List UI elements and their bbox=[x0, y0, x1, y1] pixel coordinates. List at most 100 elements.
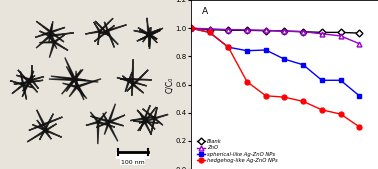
Polygon shape bbox=[96, 122, 108, 127]
spherical-like Ag-ZnO NPs bbox=[301, 64, 305, 66]
Polygon shape bbox=[143, 33, 149, 42]
Polygon shape bbox=[12, 84, 24, 94]
Polygon shape bbox=[50, 32, 64, 42]
ZnO bbox=[338, 35, 343, 37]
hedgehog-like Ag-ZnO NPs bbox=[189, 27, 193, 29]
Polygon shape bbox=[144, 105, 150, 118]
hedgehog-like Ag-ZnO NPs bbox=[245, 81, 249, 83]
Polygon shape bbox=[35, 32, 51, 37]
spherical-like Ag-ZnO NPs bbox=[319, 79, 324, 81]
Blank bbox=[319, 31, 324, 33]
Polygon shape bbox=[98, 121, 115, 127]
Line: ZnO: ZnO bbox=[189, 26, 362, 46]
Polygon shape bbox=[132, 79, 133, 96]
Polygon shape bbox=[14, 82, 29, 84]
ZnO bbox=[263, 29, 268, 31]
FancyBboxPatch shape bbox=[116, 152, 150, 159]
Polygon shape bbox=[16, 75, 32, 80]
Polygon shape bbox=[98, 31, 100, 45]
Polygon shape bbox=[74, 70, 81, 80]
Polygon shape bbox=[86, 121, 98, 125]
Polygon shape bbox=[133, 84, 144, 93]
Polygon shape bbox=[107, 122, 118, 141]
ZnO bbox=[301, 31, 305, 33]
Polygon shape bbox=[144, 107, 156, 122]
Polygon shape bbox=[49, 79, 74, 80]
Polygon shape bbox=[139, 118, 155, 123]
Polygon shape bbox=[107, 115, 125, 123]
Polygon shape bbox=[150, 35, 157, 39]
Polygon shape bbox=[51, 27, 65, 33]
Polygon shape bbox=[120, 79, 133, 80]
Polygon shape bbox=[23, 80, 32, 91]
Polygon shape bbox=[31, 65, 33, 80]
Line: spherical-like Ag-ZnO NPs: spherical-like Ag-ZnO NPs bbox=[189, 26, 362, 98]
Polygon shape bbox=[129, 72, 132, 81]
Polygon shape bbox=[23, 85, 26, 99]
Y-axis label: C/C₀: C/C₀ bbox=[165, 76, 174, 93]
Polygon shape bbox=[109, 121, 124, 126]
Polygon shape bbox=[104, 22, 108, 31]
Polygon shape bbox=[74, 79, 85, 80]
ZnO bbox=[282, 30, 287, 32]
Line: hedgehog-like Ag-ZnO NPs: hedgehog-like Ag-ZnO NPs bbox=[189, 26, 362, 129]
Polygon shape bbox=[129, 80, 147, 86]
Polygon shape bbox=[43, 124, 48, 133]
Polygon shape bbox=[76, 71, 77, 87]
Polygon shape bbox=[54, 35, 64, 43]
hedgehog-like Ag-ZnO NPs bbox=[338, 113, 343, 115]
Polygon shape bbox=[99, 30, 108, 33]
Polygon shape bbox=[85, 31, 100, 34]
Polygon shape bbox=[50, 33, 74, 37]
Blank bbox=[282, 30, 287, 32]
Polygon shape bbox=[154, 114, 168, 119]
Polygon shape bbox=[40, 31, 50, 37]
Polygon shape bbox=[20, 72, 24, 85]
Polygon shape bbox=[144, 118, 155, 129]
spherical-like Ag-ZnO NPs bbox=[207, 31, 212, 33]
Polygon shape bbox=[95, 21, 107, 33]
Polygon shape bbox=[65, 57, 75, 79]
Polygon shape bbox=[105, 32, 118, 44]
Polygon shape bbox=[29, 80, 43, 83]
Polygon shape bbox=[145, 117, 156, 119]
Polygon shape bbox=[39, 130, 45, 140]
Polygon shape bbox=[122, 76, 134, 85]
Blank bbox=[301, 31, 305, 33]
Polygon shape bbox=[137, 34, 150, 41]
Polygon shape bbox=[138, 122, 145, 131]
Polygon shape bbox=[36, 21, 51, 33]
Polygon shape bbox=[44, 114, 53, 130]
spherical-like Ag-ZnO NPs bbox=[282, 58, 287, 60]
Polygon shape bbox=[140, 113, 145, 122]
Text: 100 nm: 100 nm bbox=[121, 160, 145, 165]
Polygon shape bbox=[37, 120, 46, 131]
Polygon shape bbox=[104, 121, 110, 135]
Polygon shape bbox=[23, 84, 33, 88]
Polygon shape bbox=[117, 78, 129, 81]
Polygon shape bbox=[69, 87, 77, 97]
ZnO bbox=[189, 27, 193, 29]
Polygon shape bbox=[74, 69, 83, 80]
Polygon shape bbox=[94, 22, 100, 32]
ZnO bbox=[226, 29, 231, 31]
Polygon shape bbox=[45, 124, 56, 131]
Polygon shape bbox=[40, 41, 54, 43]
Polygon shape bbox=[145, 121, 158, 123]
Blank bbox=[357, 32, 361, 34]
hedgehog-like Ag-ZnO NPs bbox=[319, 109, 324, 111]
Polygon shape bbox=[154, 107, 157, 118]
Polygon shape bbox=[144, 122, 151, 134]
Polygon shape bbox=[51, 76, 75, 80]
Polygon shape bbox=[67, 66, 75, 80]
Polygon shape bbox=[22, 82, 29, 97]
Polygon shape bbox=[49, 32, 51, 43]
Polygon shape bbox=[74, 79, 85, 97]
Polygon shape bbox=[90, 112, 99, 122]
Polygon shape bbox=[147, 18, 149, 34]
Polygon shape bbox=[134, 30, 149, 34]
Polygon shape bbox=[149, 35, 150, 47]
Polygon shape bbox=[150, 27, 151, 35]
Polygon shape bbox=[98, 112, 107, 122]
Polygon shape bbox=[91, 116, 109, 122]
